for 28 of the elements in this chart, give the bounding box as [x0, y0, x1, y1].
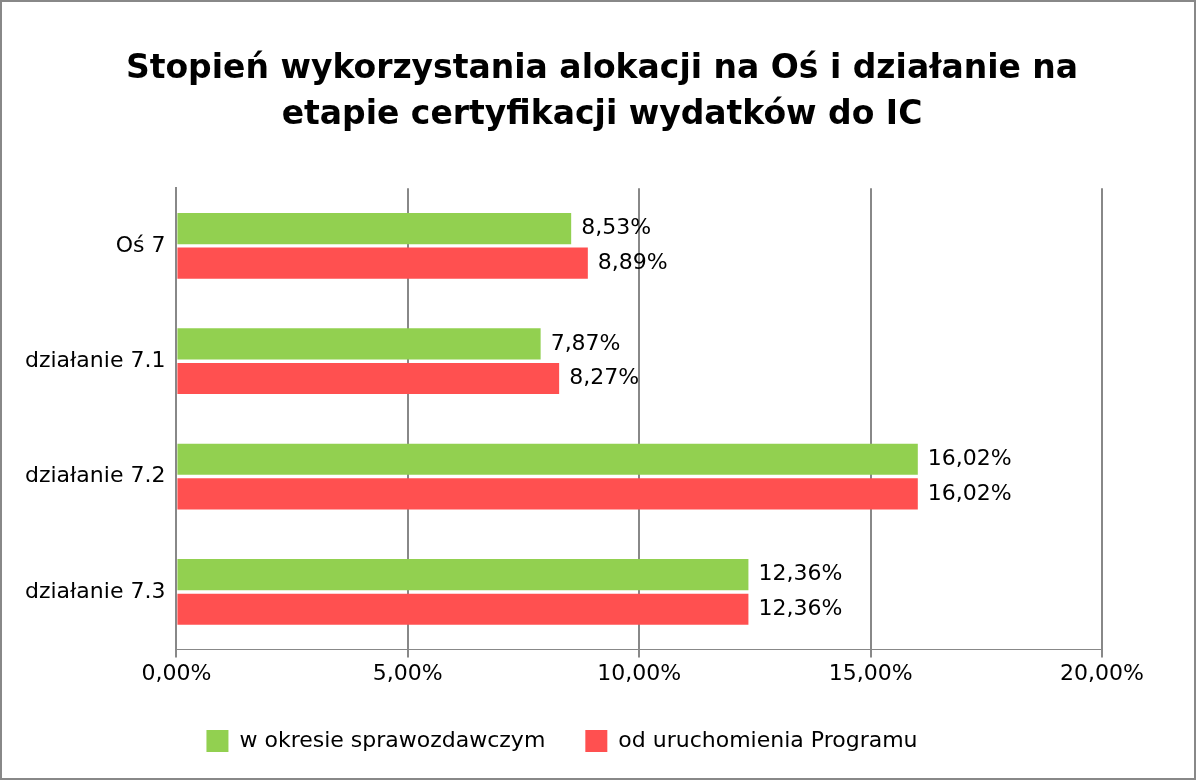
- x-tick-label: 10,00%: [597, 659, 682, 685]
- data-label: 8,53%: [581, 214, 652, 240]
- data-label: 12,36%: [758, 560, 843, 586]
- data-label: 8,27%: [569, 364, 640, 390]
- chart-title: Stopień wykorzystania alokacji na Oś i działanie na etapie certyfikacji wydatków do IC: [124, 46, 1080, 134]
- bar: [177, 478, 918, 510]
- x-tick-label: 0,00%: [141, 659, 212, 685]
- data-label: 12,36%: [758, 594, 843, 620]
- y-tick-label: Oś 7: [115, 231, 166, 257]
- bar: [177, 559, 749, 591]
- y-tick-label: działanie 7.3: [24, 577, 166, 603]
- data-label: 16,02%: [927, 479, 1012, 505]
- bar: [177, 247, 588, 279]
- legend-label: w okresie sprawozdawczym: [239, 726, 546, 752]
- x-tick-label: 15,00%: [828, 659, 913, 685]
- data-label: 16,02%: [927, 444, 1012, 470]
- bar: [177, 593, 749, 625]
- legend-label: od uruchomienia Programu: [618, 726, 918, 752]
- x-tick-label: 20,00%: [1060, 659, 1144, 685]
- bar: [177, 443, 918, 475]
- bar: [177, 213, 572, 245]
- y-tick-label: działanie 7.1: [24, 346, 166, 372]
- y-tick-label: działanie 7.2: [24, 462, 166, 488]
- x-tick-label: 5,00%: [372, 659, 443, 685]
- data-label: 7,87%: [550, 329, 621, 355]
- data-label: 8,89%: [597, 248, 668, 274]
- bar: [177, 362, 560, 395]
- bar: [177, 328, 541, 360]
